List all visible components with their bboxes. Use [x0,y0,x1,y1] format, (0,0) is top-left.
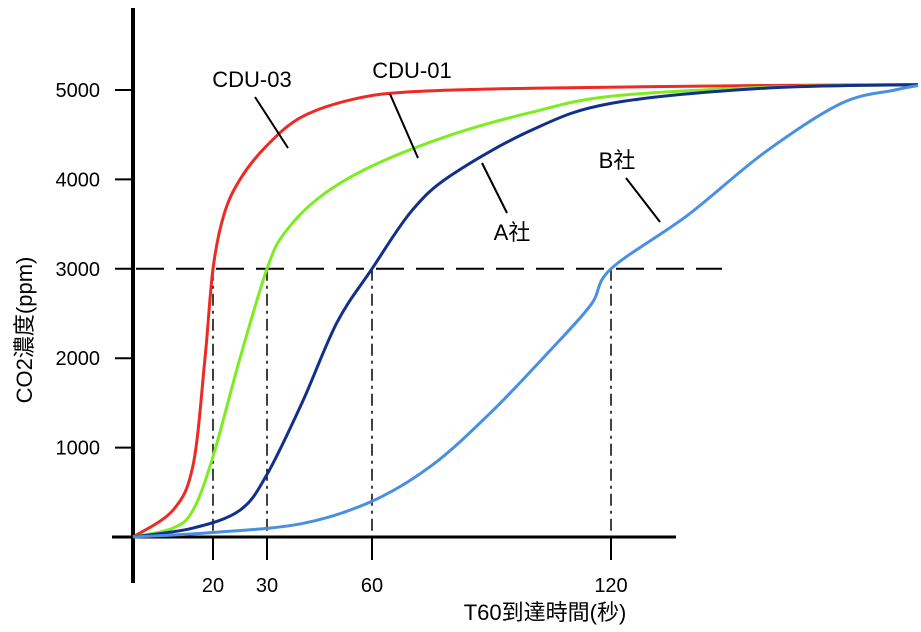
x-tick-label: 120 [594,575,627,597]
axes [112,8,676,583]
series-label: CDU-03 [212,67,291,92]
series-line [132,84,919,539]
series-line [132,83,919,539]
x-tick-label: 20 [202,575,224,597]
label-leader [254,96,289,149]
label-leader [625,177,661,223]
y-axis-title: CO2濃度(ppm) [12,257,37,404]
series-line [132,83,919,539]
x-tick-label: 30 [256,575,278,597]
x-ticks: 20 30 60 120 [202,537,628,597]
x-tick-label: 60 [361,575,383,597]
x-axis-title: T60到達時間(秒) [464,600,627,625]
series-lines [132,83,919,539]
y-tick-label: 5000 [56,80,101,102]
series-label: A社 [494,220,531,245]
y-tick-label: 3000 [56,259,101,281]
series-label: B社 [599,148,636,173]
series-label: CDU-01 [372,58,451,83]
y-ticks: 1000 2000 3000 4000 5000 [56,80,133,460]
y-tick-label: 1000 [56,438,101,460]
series-labels: CDU-03 CDU-01 A社 B社 [212,58,635,245]
drop-lines [212,268,612,537]
label-leader [481,162,508,214]
y-tick-label: 4000 [56,169,101,191]
label-leader [389,93,419,159]
y-tick-label: 2000 [56,348,101,370]
label-leaders [254,93,661,223]
series-line [132,83,919,539]
